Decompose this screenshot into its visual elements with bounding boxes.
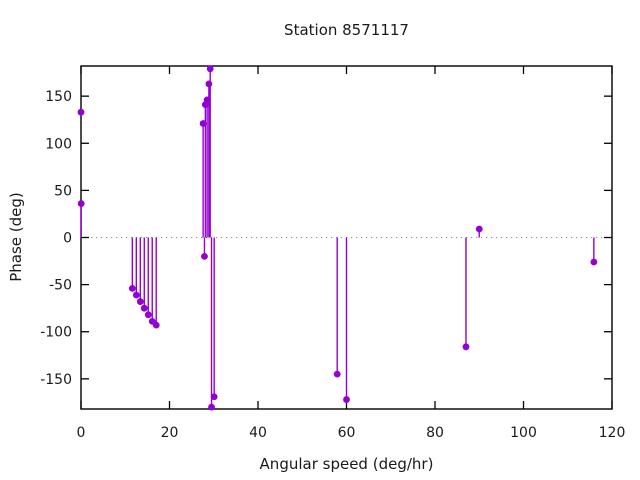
data-point <box>210 393 218 401</box>
y-tick-label: -50 <box>49 278 72 294</box>
data-point <box>152 321 160 329</box>
chart-title: Station 8571117 <box>284 21 409 39</box>
data-point <box>77 108 85 116</box>
y-tick-label: 150 <box>45 89 72 105</box>
x-tick-label: 0 <box>77 425 86 441</box>
data-point <box>128 284 136 292</box>
data-point <box>208 403 215 411</box>
y-tick-label: 0 <box>63 231 72 247</box>
y-tick-label: 100 <box>45 136 72 152</box>
data-point <box>140 304 148 312</box>
x-tick-label: 80 <box>426 425 444 441</box>
data-point <box>462 343 470 351</box>
data-point <box>343 396 350 403</box>
x-axis-label: Angular speed (deg/hr) <box>259 455 434 473</box>
data-point <box>205 80 213 88</box>
x-tick-label: 20 <box>161 425 179 441</box>
x-tick-label: 120 <box>599 425 626 441</box>
data-point <box>201 252 208 260</box>
x-tick-label: 100 <box>510 425 537 441</box>
data-point <box>77 200 85 207</box>
data-point <box>136 298 144 305</box>
data-point <box>206 65 214 73</box>
data-point <box>590 258 598 266</box>
data-point <box>144 311 152 319</box>
data-point <box>333 370 341 378</box>
y-axis-label: Phase (deg) <box>7 192 25 282</box>
data-point <box>199 120 207 127</box>
y-tick-label: -150 <box>40 372 72 388</box>
x-tick-label: 60 <box>338 425 356 441</box>
data-point <box>203 96 211 104</box>
x-tick-label: 40 <box>249 425 267 441</box>
data-point <box>475 225 483 233</box>
data-point <box>132 291 140 299</box>
y-tick-label: 50 <box>54 183 72 199</box>
y-tick-label: -100 <box>40 325 72 341</box>
